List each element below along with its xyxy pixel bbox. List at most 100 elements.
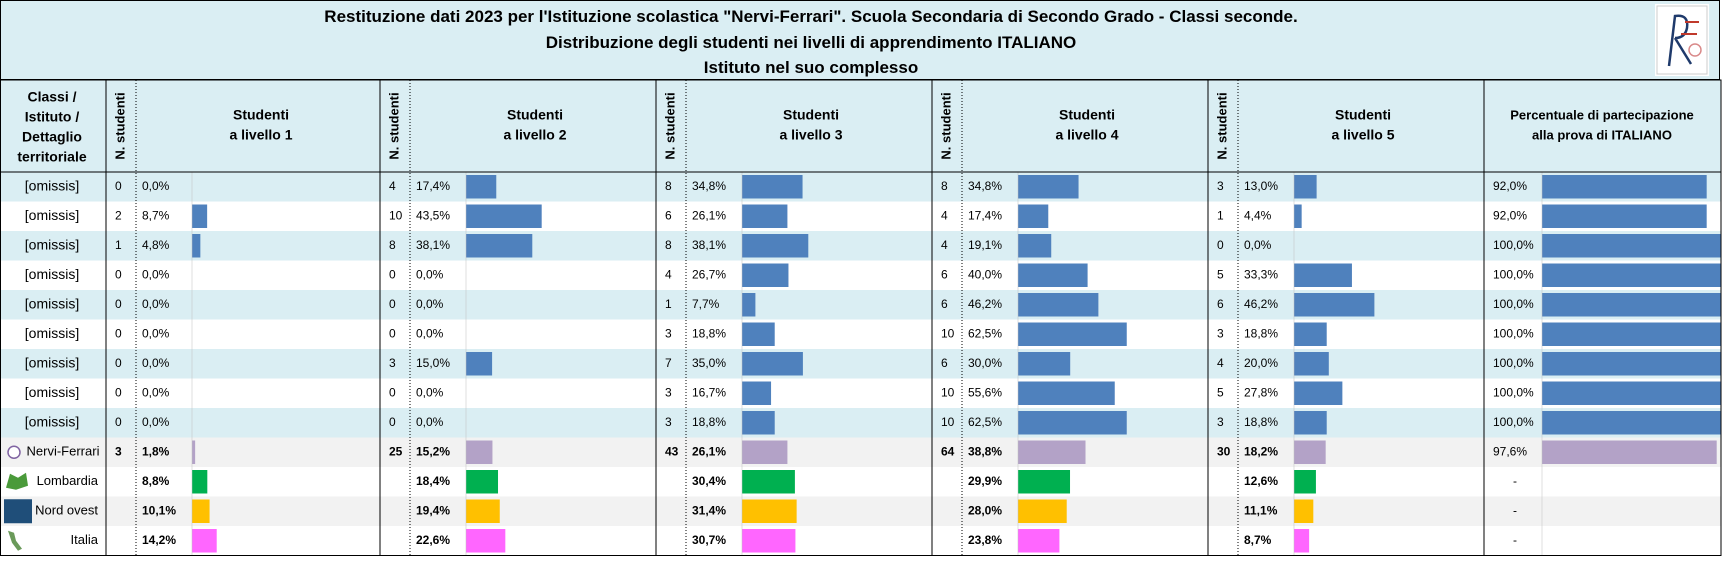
participation-bar	[1542, 263, 1721, 287]
count-value: 1	[1217, 208, 1224, 222]
level-bar	[742, 411, 775, 435]
level-bar	[742, 381, 772, 405]
percent-value: 38,8%	[968, 444, 1002, 458]
percent-value: 15,2%	[416, 444, 450, 458]
percent-value: 0,0%	[142, 385, 170, 399]
percent-value: 0,0%	[142, 297, 170, 311]
school-logo-icon	[7, 445, 21, 459]
row-background	[0, 201, 1721, 231]
count-value: 6	[1217, 297, 1224, 311]
title-line-1: Restituzione dati 2023 per l'Istituzione…	[324, 7, 1298, 26]
percent-value: 0,0%	[1244, 238, 1272, 252]
row-label-header: Istituto /	[25, 109, 80, 125]
percent-value: 23,8%	[968, 533, 1002, 547]
participation-bar	[1542, 381, 1721, 405]
participation-bar	[1542, 352, 1721, 376]
level-header: Studenti	[1335, 107, 1391, 123]
count-value: 0	[115, 297, 122, 311]
level-bar	[466, 470, 499, 494]
row-background	[0, 319, 1721, 349]
percent-value: 18,4%	[416, 474, 450, 488]
row-background	[0, 260, 1721, 290]
percent-value: 10,1%	[142, 503, 176, 517]
level-bar	[1294, 470, 1316, 494]
row-label: [omissis]	[25, 266, 79, 282]
percent-value: 0,0%	[416, 326, 444, 340]
percent-value: 17,4%	[968, 208, 1002, 222]
percent-value: 26,1%	[692, 444, 726, 458]
percent-value: 0,0%	[142, 356, 170, 370]
participation-value: 100,0%	[1493, 238, 1534, 252]
school-logo-icon	[1655, 4, 1709, 76]
level-bar	[1018, 322, 1127, 346]
nord-ovest-map-icon	[4, 499, 32, 524]
level-bar	[466, 175, 497, 199]
count-value: 4	[665, 267, 672, 281]
level-bar	[466, 352, 493, 376]
percent-value: 18,2%	[1244, 444, 1278, 458]
participation-value: 92,0%	[1493, 208, 1527, 222]
count-header: N. studenti	[938, 92, 953, 159]
count-value: 3	[115, 444, 122, 458]
lombardia-map-icon	[6, 472, 28, 490]
percent-value: 15,0%	[416, 356, 450, 370]
level-bar	[192, 499, 210, 523]
count-value: 64	[941, 444, 955, 458]
count-value: 0	[389, 326, 396, 340]
count-value: 3	[1217, 326, 1224, 340]
participation-value: 100,0%	[1493, 267, 1534, 281]
level-bar	[1018, 234, 1052, 258]
count-value: 7	[665, 356, 672, 370]
percent-value: 11,1%	[1244, 503, 1278, 517]
count-value: 10	[941, 326, 955, 340]
level-bar	[742, 234, 809, 258]
participation-value: 97,6%	[1493, 444, 1527, 458]
percent-value: 34,8%	[968, 179, 1002, 193]
percent-value: 26,7%	[692, 267, 726, 281]
count-value: 6	[665, 208, 672, 222]
level-bar	[192, 204, 208, 228]
title-box: Restituzione dati 2023 per l'Istituzione…	[0, 0, 1720, 80]
level-bar	[1294, 411, 1327, 435]
participation-bar	[1542, 293, 1721, 317]
row-label-header: Dettaglio	[22, 129, 82, 145]
level-bar	[742, 204, 788, 228]
count-value: 10	[941, 385, 955, 399]
level-bar	[742, 263, 789, 287]
percent-value: 33,3%	[1244, 267, 1278, 281]
count-value: 8	[665, 238, 672, 252]
count-header: N. studenti	[662, 92, 677, 159]
participation-value: 100,0%	[1493, 356, 1534, 370]
count-value: 5	[1217, 267, 1224, 281]
level-bar	[742, 470, 795, 494]
count-value: 3	[389, 356, 396, 370]
title-line-3: Istituto nel suo complesso	[703, 58, 919, 77]
count-value: 0	[115, 267, 122, 281]
count-value: 4	[941, 238, 948, 252]
participation-value: 92,0%	[1493, 179, 1527, 193]
level-bar	[1294, 529, 1310, 553]
participation-bar	[1542, 175, 1707, 199]
count-value: 10	[389, 208, 403, 222]
percent-value: 26,1%	[692, 208, 726, 222]
count-value: 8	[941, 179, 948, 193]
participation-bar	[1542, 411, 1721, 435]
level-bar	[466, 234, 533, 258]
count-value: 30	[1217, 444, 1231, 458]
level-header: Studenti	[233, 107, 289, 123]
level-bar	[742, 293, 756, 317]
count-value: 0	[389, 297, 396, 311]
percent-value: 38,1%	[692, 238, 726, 252]
participation-header: alla prova di ITALIANO	[1532, 127, 1672, 142]
count-value: 25	[389, 444, 403, 458]
count-value: 0	[115, 326, 122, 340]
count-value: 0	[389, 267, 396, 281]
count-value: 8	[665, 179, 672, 193]
participation-bar	[1542, 322, 1721, 346]
count-value: 0	[115, 385, 122, 399]
percent-value: 20,0%	[1244, 356, 1278, 370]
count-value: 2	[115, 208, 122, 222]
percent-value: 31,4%	[692, 503, 726, 517]
count-value: 3	[1217, 179, 1224, 193]
